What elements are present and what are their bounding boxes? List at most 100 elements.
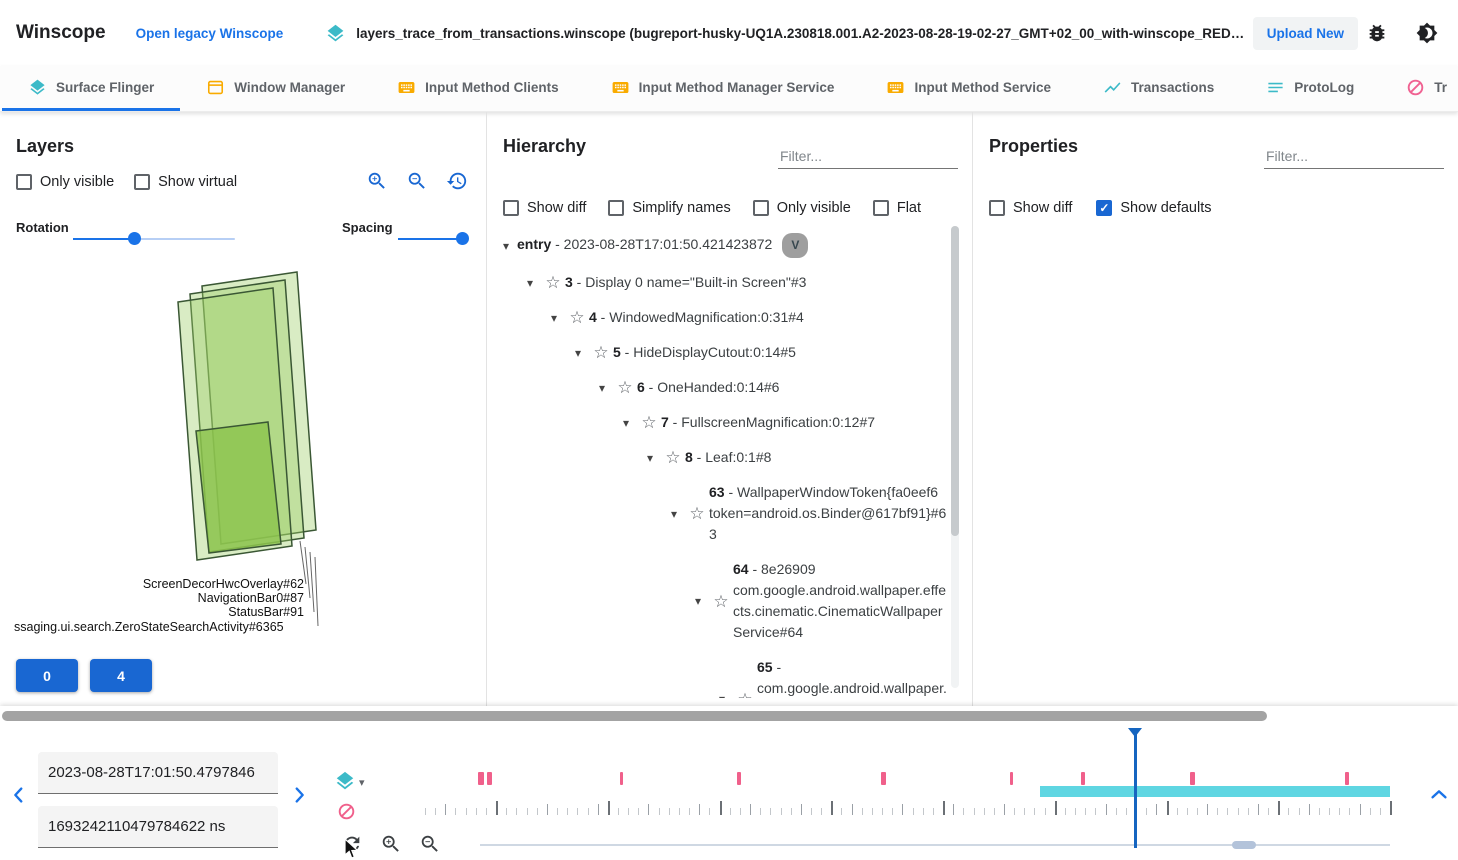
chevron-down-icon[interactable]: ▾ <box>550 310 558 325</box>
timeline-cursor[interactable] <box>1128 728 1143 848</box>
range-slider-thumb[interactable] <box>1232 841 1257 849</box>
star-icon[interactable]: ☆ <box>713 591 729 611</box>
tree-node-63[interactable]: ▾ ☆ 63 - WallpaperWindowToken{fa0eef6 to… <box>495 475 947 552</box>
tab-tr[interactable]: Tr <box>1380 66 1458 111</box>
tree-node-7[interactable]: ▾ ☆ 7 - FullscreenMagnification:0:12#7 <box>495 405 947 440</box>
upload-new-button[interactable]: Upload New <box>1252 16 1358 50</box>
timeline-ruler-tick <box>699 804 701 815</box>
trace-dropdown-caret-icon[interactable]: ▾ <box>359 777 365 789</box>
star-icon[interactable]: ☆ <box>617 378 633 397</box>
tree-node-6[interactable]: ▾ ☆ 6 - OneHanded:0:14#6 <box>495 370 947 405</box>
tree-node-65[interactable]: ▾ ☆ 65 - com.google.android.wallpaper.ef… <box>495 650 947 698</box>
tree-node-64[interactable]: ▾ ☆ 64 - 8e26909 com.google.android.wall… <box>495 552 947 650</box>
star-icon[interactable]: ☆ <box>545 273 561 292</box>
timeline-ruler-tick <box>425 808 426 815</box>
previous-entry-button[interactable] <box>8 782 30 808</box>
tree-node-8[interactable]: ▾ ☆ 8 - Leaf:0:1#8 <box>495 440 947 475</box>
timeline-ruler-tick <box>1064 808 1066 815</box>
star-icon[interactable]: ☆ <box>665 448 681 467</box>
checkbox-show-diff[interactable]: Show diff <box>989 200 1072 216</box>
checkbox-only-visible[interactable]: Only visible <box>16 174 114 190</box>
star-icon[interactable]: ☆ <box>569 308 585 327</box>
layer-label-navigationbar0-87: NavigationBar0#87 <box>197 591 304 605</box>
bug-report-icon[interactable] <box>1366 22 1388 44</box>
timeline-ruler-tick <box>536 808 538 815</box>
checkbox-flat[interactable]: Flat <box>872 200 921 216</box>
tab-protolog[interactable]: ProtoLog <box>1240 66 1380 111</box>
layers-title: Layers <box>16 136 75 156</box>
hierarchy-scrollbar-thumb[interactable] <box>951 226 959 536</box>
spacing-slider[interactable] <box>398 232 469 245</box>
checkbox-show-defaults[interactable]: ✓ Show defaults <box>1096 200 1211 216</box>
tab-input-method-manager-service[interactable]: Input Method Manager Service <box>585 66 861 111</box>
layers-3d-view[interactable] <box>0 112 486 706</box>
open-legacy-link[interactable]: Open legacy Winscope <box>135 25 284 41</box>
properties-filter-input[interactable] <box>1264 144 1444 169</box>
tab-surface-flinger[interactable]: Surface Flinger <box>2 66 181 111</box>
timestamp-input[interactable]: 2023-08-28T17:01:50.4797846 <box>38 752 278 794</box>
timeline-ruler-tick <box>892 808 894 815</box>
chevron-down-icon[interactable]: ▾ <box>711 692 733 698</box>
rotation-slider-thumb[interactable] <box>127 232 141 245</box>
timeline-ruler-tick <box>719 801 722 815</box>
chevron-down-icon[interactable]: ▾ <box>598 380 606 395</box>
keyboard-icon <box>611 78 630 97</box>
checkbox-box <box>872 200 889 216</box>
hierarchy-filter-input[interactable] <box>778 144 958 169</box>
properties-panel: Properties Show diff ✓ Show defaults <box>973 112 1458 706</box>
chevron-down-icon[interactable]: ▾ <box>526 275 534 290</box>
timeline-section: 2023-08-28T17:01:50.4797846 169324211047… <box>0 706 1458 860</box>
transaction-event-marker <box>736 772 741 785</box>
star-icon[interactable]: ☆ <box>593 343 609 362</box>
timeline-ruler-tick <box>983 808 985 815</box>
timeline-range-slider[interactable] <box>480 839 1390 851</box>
spacing-slider-thumb[interactable] <box>456 232 469 245</box>
timeline-ruler-tick <box>750 804 752 815</box>
tab-input-method-clients[interactable]: Input Method Clients <box>371 66 584 111</box>
tree-node-4[interactable]: ▾ ☆ 4 - WindowedMagnification:0:31#4 <box>495 300 947 335</box>
checkbox-only-visible[interactable]: Only visible <box>752 200 851 216</box>
tab-transactions[interactable]: Transactions <box>1077 66 1240 111</box>
transactions-trace-icon[interactable] <box>337 802 356 821</box>
tree-node-entry[interactable]: ▾ ☆ entry - 2023-08-28T17:01:50.42142387… <box>495 226 947 265</box>
timeline-canvas[interactable] <box>425 726 1392 848</box>
chevron-down-icon[interactable]: ▾ <box>670 506 678 521</box>
tree-node-5[interactable]: ▾ ☆ 5 - HideDisplayCutout:0:14#5 <box>495 335 947 370</box>
chevron-down-icon[interactable]: ▾ <box>502 238 510 253</box>
timeline-zoom-in-icon[interactable] <box>380 833 402 855</box>
checkbox-show-virtual[interactable]: Show virtual <box>134 174 237 190</box>
display-button-4[interactable]: 4 <box>90 659 152 692</box>
expand-timeline-button[interactable] <box>1428 782 1450 808</box>
rotation-slider[interactable] <box>73 232 235 245</box>
star-icon[interactable]: ☆ <box>689 504 705 523</box>
zoom-in-icon[interactable] <box>366 170 388 192</box>
chevron-down-icon[interactable]: ▾ <box>694 594 702 608</box>
tree-node-text: 3 - Display 0 name="Built-in Screen"#3 <box>565 274 807 290</box>
tab-label: Transactions <box>1130 79 1215 95</box>
reset-zoom-icon[interactable] <box>341 833 363 855</box>
star-icon[interactable]: ☆ <box>733 691 757 699</box>
next-entry-button[interactable] <box>288 782 310 808</box>
chevron-down-icon[interactable]: ▾ <box>646 450 654 465</box>
display-button-0[interactable]: 0 <box>16 659 78 692</box>
timeline-ruler-tick <box>668 808 670 815</box>
star-icon[interactable]: ☆ <box>641 413 657 432</box>
checkbox-show-diff[interactable]: Show diff <box>503 200 586 216</box>
dark-mode-icon[interactable] <box>1416 22 1438 44</box>
surface-flinger-trace-icon[interactable] <box>334 770 356 792</box>
timestamp-ns-input[interactable]: 1693242110479784622 ns <box>38 806 278 848</box>
tab-window-manager[interactable]: Window Manager <box>180 66 371 111</box>
timeline-ruler-tick <box>1115 808 1117 815</box>
restore-view-icon[interactable] <box>446 170 468 192</box>
view-tools <box>366 170 468 192</box>
tree-node-3[interactable]: ▾ ☆ 3 - Display 0 name="Built-in Screen"… <box>495 265 947 300</box>
zoom-out-icon[interactable] <box>406 170 428 192</box>
chevron-down-icon[interactable]: ▾ <box>574 345 582 360</box>
timeline-zoom-out-icon[interactable] <box>419 833 441 855</box>
timeline-ruler-tick <box>1359 804 1361 815</box>
timeline-ruler-tick <box>577 808 579 815</box>
tab-input-method-service[interactable]: Input Method Service <box>860 66 1077 111</box>
horizontal-scrollbar-thumb[interactable] <box>2 711 1267 721</box>
checkbox-simplify-names[interactable]: Simplify names <box>608 200 731 216</box>
chevron-down-icon[interactable]: ▾ <box>622 415 630 430</box>
